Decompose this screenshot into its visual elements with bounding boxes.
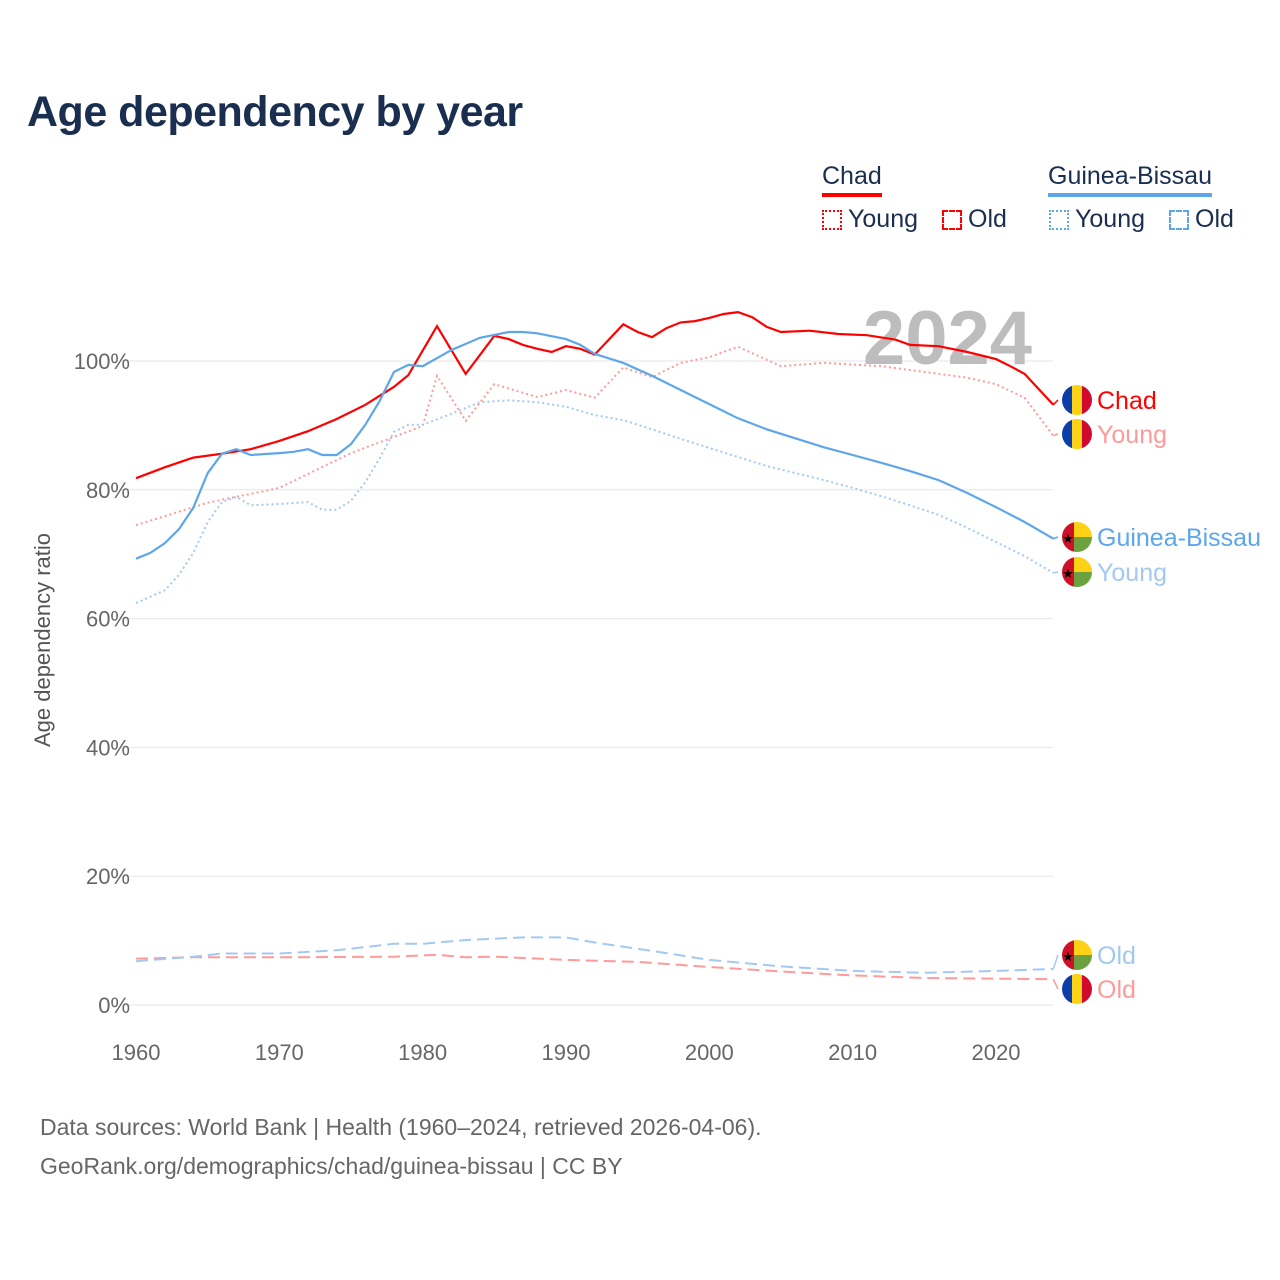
legend-label: Young xyxy=(1075,205,1145,233)
series-end-label: Chad xyxy=(1097,387,1157,415)
legend-chad-young[interactable]: Young xyxy=(822,205,918,234)
series-line-guinea-bissau-young xyxy=(135,399,1054,605)
flag-stripe xyxy=(1074,557,1092,572)
y-tick-label: 60% xyxy=(86,607,130,632)
series-end-label: Young xyxy=(1097,559,1167,587)
label-connector xyxy=(1052,399,1059,406)
flag-stripe xyxy=(1062,419,1072,449)
series-end-label: Old xyxy=(1097,976,1136,1004)
series-end-label: Young xyxy=(1097,421,1167,449)
label-connector xyxy=(1053,536,1059,540)
footer: Data sources: World Bank | Health (1960–… xyxy=(40,1108,762,1186)
flag-body xyxy=(1062,419,1092,449)
label-connector xyxy=(1053,433,1059,437)
y-axis-label: Age dependency ratio xyxy=(30,533,55,747)
flag-stripe xyxy=(1082,385,1092,415)
flag-stripe xyxy=(1074,955,1092,970)
y-tick-label: 100% xyxy=(74,349,130,374)
flag-stripe xyxy=(1082,419,1092,449)
flag-stripe xyxy=(1082,974,1092,1004)
series-line-chad xyxy=(135,310,1055,480)
flag-body: ★ xyxy=(1062,940,1092,970)
flag-stripe xyxy=(1072,419,1082,449)
series-line-guinea-bissau-old xyxy=(135,936,1054,974)
chart-title: Age dependency by year xyxy=(27,88,523,136)
x-tick-label: 2020 xyxy=(972,1040,1021,1065)
flag-stripe xyxy=(1074,522,1092,537)
series-line-chad-old xyxy=(135,953,1054,981)
flag-stripe xyxy=(1062,557,1074,587)
source-link[interactable]: GeoRank.org/demographics/chad/guinea-bis… xyxy=(40,1153,623,1179)
x-tick-label: 1970 xyxy=(255,1040,304,1065)
series-end-label: Old xyxy=(1097,942,1136,970)
guinea-bissau-flag-icon: ★ xyxy=(1062,522,1092,552)
x-tick-label: 2000 xyxy=(685,1040,734,1065)
dotted-swatch-icon xyxy=(822,209,842,230)
series-end-label: Guinea-Bissau xyxy=(1097,524,1261,552)
star-icon: ★ xyxy=(1062,949,1074,964)
flag-stripe xyxy=(1074,537,1092,552)
y-tick-label: 20% xyxy=(86,864,130,889)
guinea-bissau-flag-icon: ★ xyxy=(1062,940,1092,970)
series-line-chad-young xyxy=(135,345,1055,527)
legend-label: Old xyxy=(1195,205,1234,233)
chad-flag-icon xyxy=(1062,974,1092,1004)
x-tick-label: 1980 xyxy=(398,1040,447,1065)
guinea-bissau-flag-icon: ★ xyxy=(1062,557,1092,587)
flag-stripe xyxy=(1074,572,1092,587)
flag-stripe xyxy=(1062,522,1074,552)
flag-stripe xyxy=(1074,940,1092,955)
flag-body xyxy=(1062,974,1092,1004)
dotted-swatch-icon xyxy=(1049,209,1069,230)
y-tick-label: 40% xyxy=(86,735,130,760)
label-connector xyxy=(1052,978,1059,990)
y-tick-label: 80% xyxy=(86,478,130,503)
legend-label: Young xyxy=(848,205,918,233)
legend-guinea-bissau[interactable]: Guinea-Bissau xyxy=(1048,162,1212,197)
dashed-swatch-icon xyxy=(942,209,962,230)
legend-label: Old xyxy=(968,205,1007,233)
flag-stripe xyxy=(1072,385,1082,415)
x-tick-label: 1960 xyxy=(112,1040,161,1065)
flag-body xyxy=(1062,385,1092,415)
chad-flag-icon xyxy=(1062,385,1092,415)
label-connector xyxy=(1053,571,1059,574)
x-tick-label: 2010 xyxy=(828,1040,877,1065)
flag-body: ★ xyxy=(1062,557,1092,587)
flag-stripe xyxy=(1062,385,1072,415)
y-tick-label: 0% xyxy=(98,993,130,1018)
x-tick-label: 1990 xyxy=(542,1040,591,1065)
legend-chad-old[interactable]: Old xyxy=(942,205,1007,234)
star-icon: ★ xyxy=(1062,566,1074,581)
flag-body: ★ xyxy=(1062,522,1092,552)
label-connector xyxy=(1052,954,1059,970)
legend-gb-old[interactable]: Old xyxy=(1169,205,1234,234)
legend-gb-young[interactable]: Young xyxy=(1049,205,1145,234)
data-source: Data sources: World Bank | Health (1960–… xyxy=(40,1114,762,1140)
dashed-swatch-icon xyxy=(1169,209,1189,230)
chad-flag-icon xyxy=(1062,419,1092,449)
flag-stripe xyxy=(1062,940,1074,970)
series-line-guinea-bissau xyxy=(135,330,1054,560)
star-icon: ★ xyxy=(1062,531,1074,546)
legend-chad[interactable]: Chad xyxy=(822,162,882,197)
flag-stripe xyxy=(1062,974,1072,1004)
flag-stripe xyxy=(1072,974,1082,1004)
